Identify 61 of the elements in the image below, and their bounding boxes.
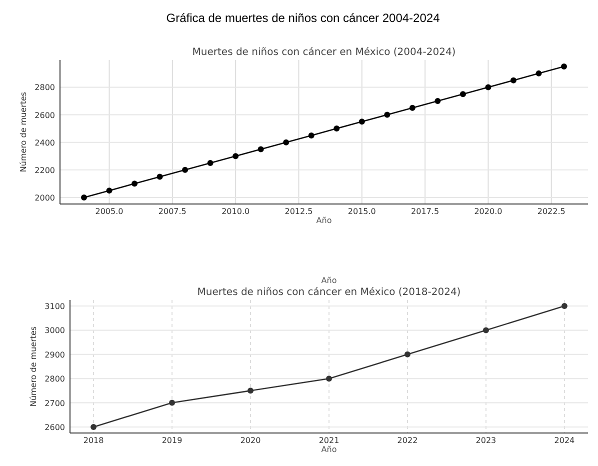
x-tick-label: 2022 (397, 436, 418, 445)
point (169, 400, 176, 406)
point (485, 84, 492, 90)
y-tick-label: 2400 (34, 138, 55, 148)
point (90, 424, 97, 430)
point (182, 166, 188, 173)
point (482, 327, 489, 334)
y-tick-label: 2200 (34, 166, 55, 175)
point (258, 146, 264, 152)
point (460, 91, 466, 98)
point (434, 98, 441, 104)
y-tick-label: 3000 (44, 326, 65, 336)
y-tick-label: 2000 (34, 193, 55, 202)
x-tick-label: 2020 (240, 436, 261, 445)
x-tick-label: 2015.0 (348, 207, 376, 216)
point (248, 388, 254, 394)
point (308, 132, 314, 138)
y-tick-label: 3100 (44, 302, 65, 312)
point (283, 139, 290, 146)
point (404, 351, 410, 358)
point (132, 180, 138, 187)
point (81, 194, 87, 200)
point (561, 64, 567, 70)
y-tick-label: 2700 (44, 398, 65, 408)
chart-title: Gráfica de muertes de niños con cáncer 2004-2024 (166, 11, 440, 25)
x-tick-label: 2010.0 (222, 207, 250, 216)
point (358, 118, 365, 125)
point (207, 160, 214, 166)
y-tick-label: 2800 (44, 374, 65, 384)
y-tick-label: 2600 (44, 422, 65, 432)
x-tick-label: 2012.5 (284, 207, 313, 216)
y-tick-label: 2600 (34, 110, 55, 120)
x-tick-label: 2021 (318, 436, 340, 445)
point (536, 70, 542, 76)
chart-subtitle: Muertes de niños con cáncer en México (2004-2024) (192, 47, 456, 58)
x-tick-label: 2017.5 (411, 207, 440, 216)
x-tick-label: 2018 (83, 436, 104, 445)
x-tick-label: 2007.5 (158, 207, 186, 216)
point (334, 126, 340, 132)
point (232, 153, 239, 160)
x-tick-label: 2023 (476, 436, 496, 445)
x-tick-label: 2005.0 (95, 207, 124, 216)
y-tick-label: 2900 (44, 350, 65, 360)
point (384, 112, 390, 118)
y-axis-title: Número de muertes (29, 326, 38, 407)
chart-title: Muertes de niños con cáncer en México (2018-2024) (197, 287, 461, 298)
point (326, 376, 332, 382)
point (106, 188, 112, 194)
x-tick-label: 2024 (554, 436, 575, 445)
x-tick-label: 2020.0 (474, 207, 502, 216)
point (156, 174, 163, 180)
y-tick-label: 2800 (34, 83, 55, 92)
point (409, 104, 416, 111)
text: Año (321, 276, 337, 285)
point (510, 77, 516, 84)
point (561, 303, 568, 310)
y-axis-title: Número de muertes (19, 92, 28, 172)
x-axis-title: Año (316, 216, 332, 225)
x-tick-label: 2019 (162, 436, 182, 445)
x-axis-title: Año (321, 445, 337, 454)
x-tick-label: 2022.5 (537, 207, 566, 216)
